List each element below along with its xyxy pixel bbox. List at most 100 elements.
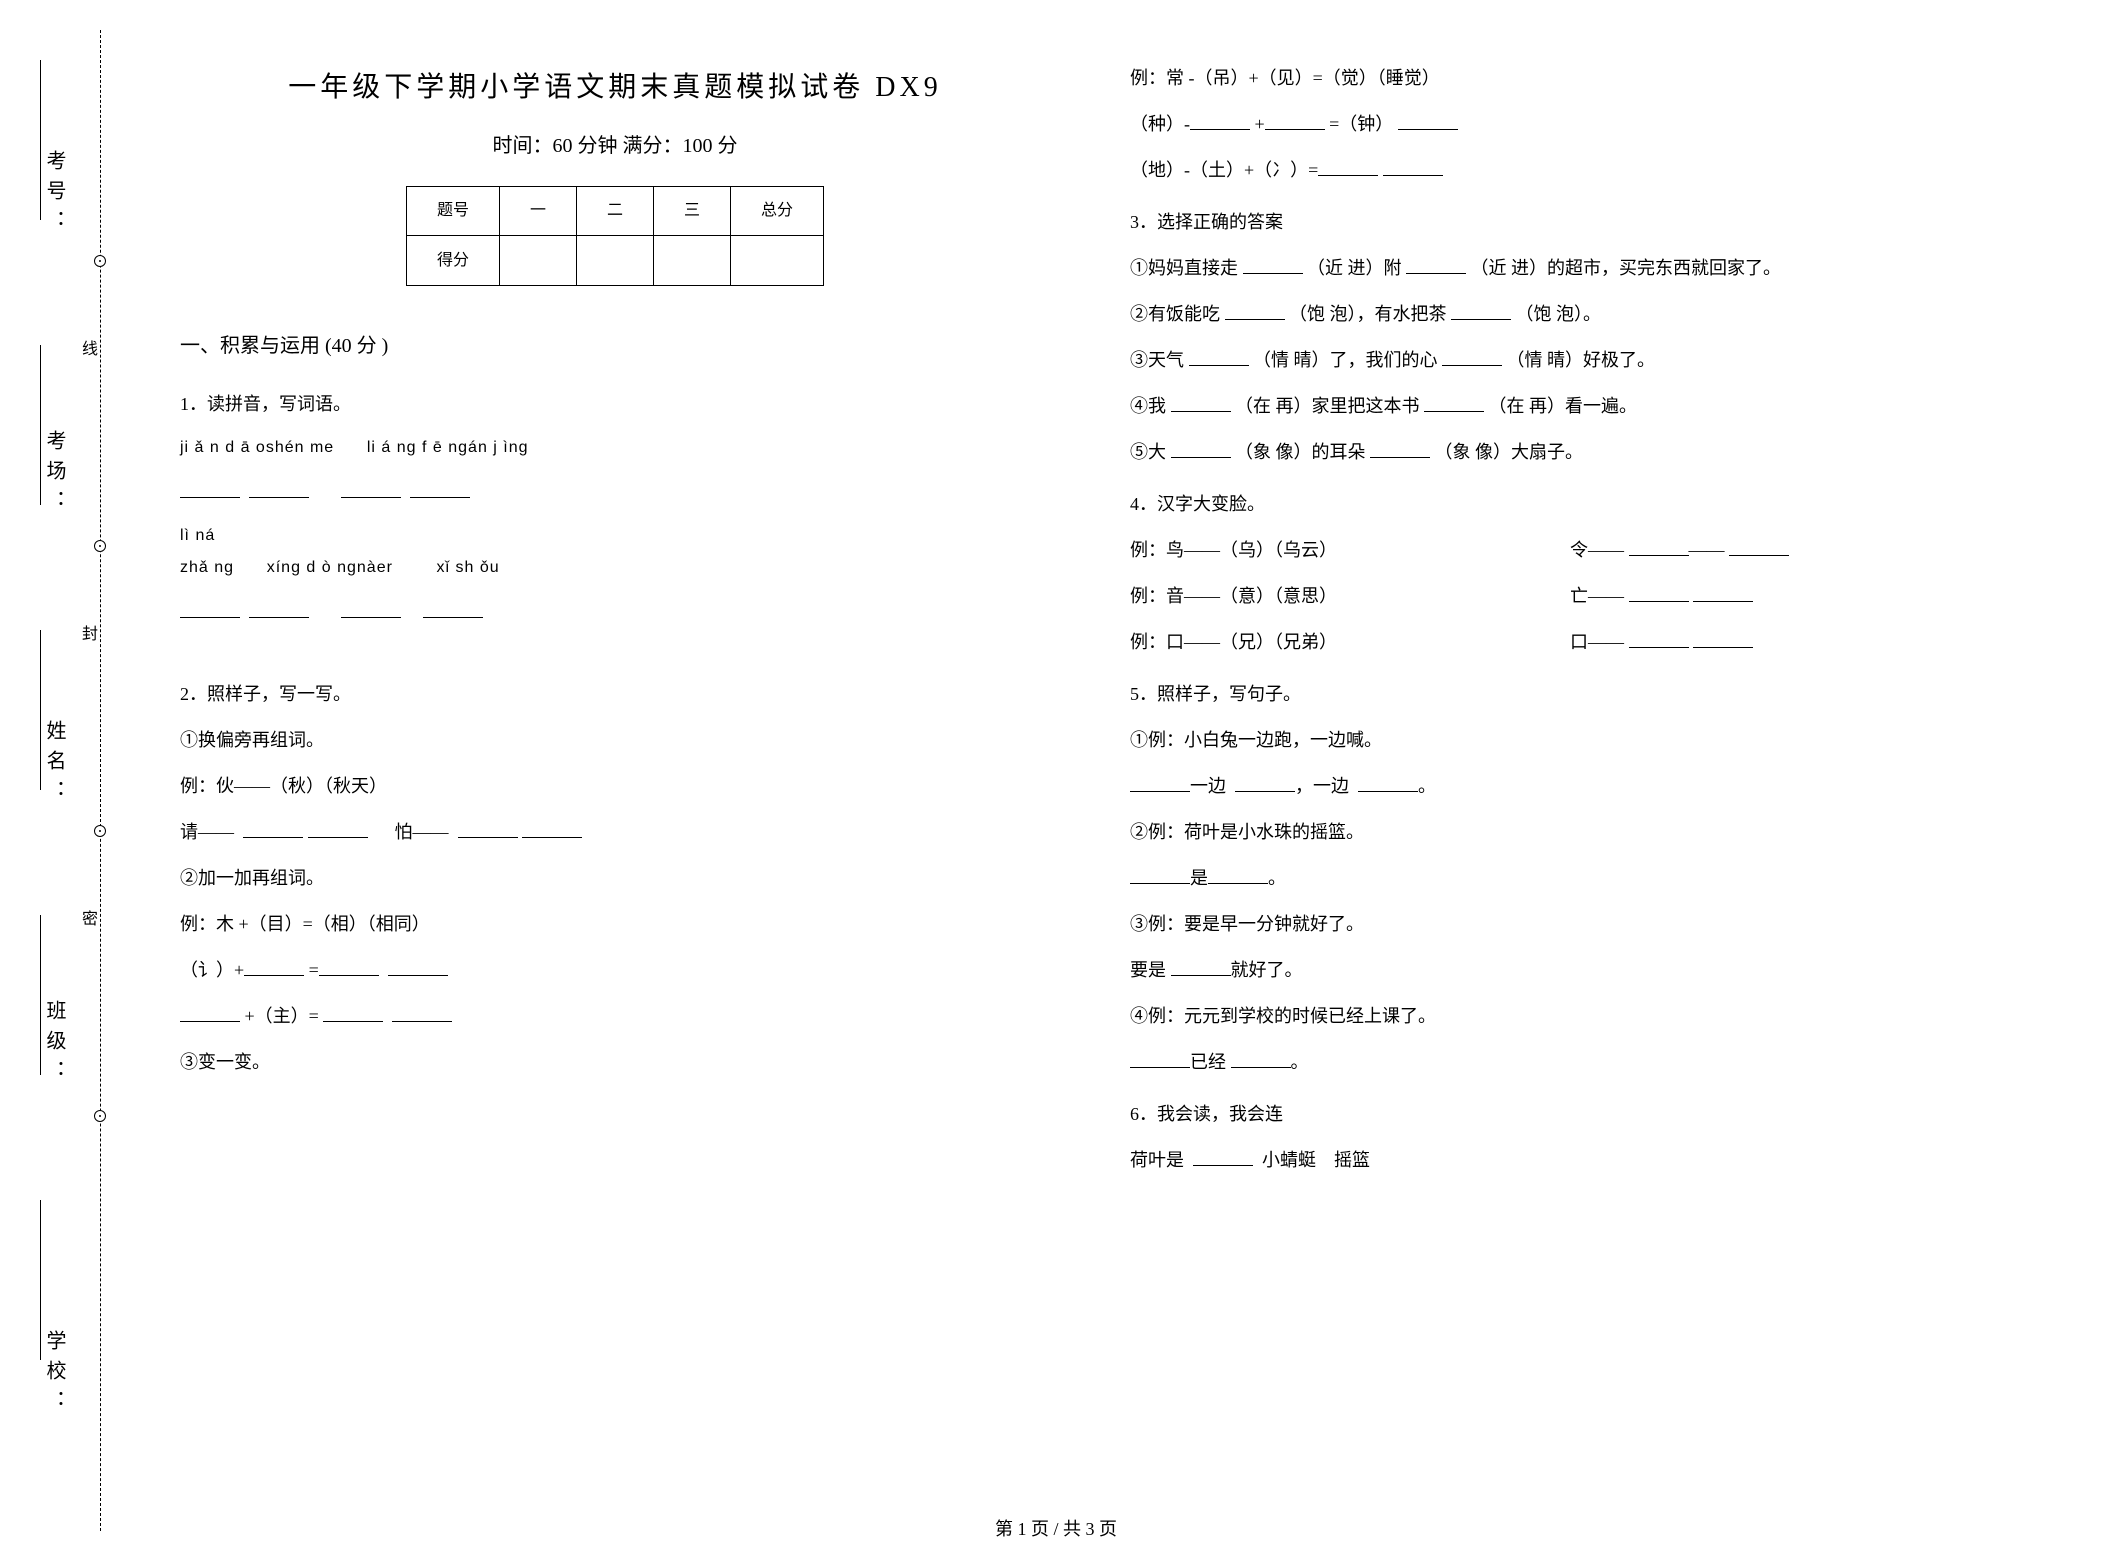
text: 例：口——（兄）（兄弟） [1130, 624, 1570, 660]
seal-line-char: 封 [75, 625, 99, 641]
q4-title: 4．汉字大变脸。 [1130, 486, 2000, 522]
q2-line: 例：伙——（秋）（秋天） [180, 768, 1050, 804]
q4-line: 例：音——（意）（意思） 亡—— [1130, 578, 2000, 614]
q5-line: 已经 。 [1130, 1044, 2000, 1080]
score-header: 二 [576, 187, 653, 236]
text: 令—— [1570, 540, 1624, 560]
text: 要是 [1130, 960, 1166, 980]
pinyin-text: lì ná [180, 527, 215, 544]
q2-line: 请—— 怕—— [180, 814, 1050, 850]
text: 摇篮 [1334, 1150, 1370, 1170]
score-cell [731, 236, 824, 286]
text: 例：鸟——（乌）（乌云） [1130, 532, 1570, 568]
q3-line: ②有饭能吃 （饱 泡），有水把茶 （饱 泡）。 [1130, 296, 2000, 332]
q2-title: 2．照样子，写一写。 [180, 676, 1050, 712]
q6-line: 荷叶是 小蜻蜓 摇篮 [1130, 1142, 2000, 1178]
q5-line: 是。 [1130, 860, 2000, 896]
seal-line-char: 线 [75, 340, 99, 356]
binding-circle [94, 255, 106, 267]
exam-subtitle: 时间：60 分钟 满分：100 分 [180, 126, 1050, 166]
q2-line: ①换偏旁再组词。 [180, 722, 1050, 758]
binding-circle [94, 825, 106, 837]
column-right: 例：常 -（吊）+（见）=（觉）（睡觉） （种）- + =（钟） （地）-（土）… [1130, 60, 2000, 1188]
score-cell [576, 236, 653, 286]
text: （种）- [1130, 114, 1190, 134]
text: 已经 [1190, 1052, 1226, 1072]
score-table: 题号 一 二 三 总分 得分 [406, 186, 824, 286]
q2-line: ②加一加再组词。 [180, 860, 1050, 896]
pinyin-text: xǐ sh ǒu [436, 559, 499, 576]
q5-line: ①例：小白兔一边跑，一边喊。 [1130, 722, 2000, 758]
text: 。 [1418, 776, 1436, 796]
score-header: 总分 [731, 187, 824, 236]
answer-blanks [180, 474, 1050, 510]
text: 就好了。 [1231, 960, 1303, 980]
text: （情 晴）了，我们的心 [1253, 350, 1438, 370]
exam-title: 一年级下学期小学语文期末真题模拟试卷 DX9 [180, 60, 1050, 116]
label-class: 班级： [40, 1000, 69, 1090]
text: （象 像）的耳朵 [1235, 442, 1366, 462]
q5-line: ②例：荷叶是小水珠的摇篮。 [1130, 814, 2000, 850]
q2-line: +（主）= [180, 998, 1050, 1034]
text: 口—— [1570, 632, 1624, 652]
text: + [1255, 114, 1265, 134]
q5-line: ③例：要是早一分钟就好了。 [1130, 906, 2000, 942]
score-cell [654, 236, 731, 286]
q4-line: 例：口——（兄）（兄弟） 口—— [1130, 624, 2000, 660]
q3-line: ③天气 （情 晴）了，我们的心 （情 晴）好极了。 [1130, 342, 2000, 378]
column-left: 一年级下学期小学语文期末真题模拟试卷 DX9 时间：60 分钟 满分：100 分… [180, 60, 1050, 1188]
label-school: 学校： [40, 1330, 69, 1420]
text: ②有饭能吃 [1130, 304, 1220, 324]
q2-text: 请—— [180, 822, 234, 842]
pinyin-text: xíng d ò ngnàer [267, 559, 393, 576]
q5-line: 一边 ，一边 。 [1130, 768, 2000, 804]
text: 荷叶是 [1130, 1150, 1184, 1170]
pinyin-row: lì ná zhǎ ng xíng d ò ngnàer xǐ sh ǒu [180, 520, 1050, 584]
q2-text: +（主）= [245, 1006, 319, 1026]
q2-line: （讠）+ = [180, 952, 1050, 988]
text: ，一边 [1295, 776, 1349, 796]
q6-title: 6．我会读，我会连 [1130, 1096, 2000, 1132]
label-exam-room: 考场： [40, 430, 69, 520]
score-row-label: 得分 [406, 236, 499, 286]
example-line: （地）-（土）+（冫）= [1130, 152, 2000, 188]
binding-circle [94, 1110, 106, 1122]
score-header: 一 [499, 187, 576, 236]
q2-text: （讠）+ [180, 960, 244, 980]
text: （地）-（土）+（冫）= [1130, 160, 1318, 180]
answer-blanks [180, 594, 1050, 630]
q3-line: ⑤大 （象 像）的耳朵 （象 像）大扇子。 [1130, 434, 2000, 470]
text: 。 [1291, 1052, 1309, 1072]
text: （饱 泡），有水把茶 [1289, 304, 1447, 324]
q2-line: 例：木 +（目）=（相）（相同） [180, 906, 1050, 942]
pinyin-row: ji ǎ n d ā oshén me li á ng f ē ngán j ì… [180, 432, 1050, 464]
q2-text: 怕—— [395, 822, 449, 842]
example-line: 例：常 -（吊）+（见）=（觉）（睡觉） [1130, 60, 2000, 96]
q3-title: 3．选择正确的答案 [1130, 204, 2000, 240]
binding-margin: 考号： 考场： 姓名： 班级： 学校： 线 封 密 [0, 0, 150, 1561]
text: 是 [1190, 868, 1208, 888]
table-row: 题号 一 二 三 总分 [406, 187, 823, 236]
q3-line: ①妈妈直接走 （近 进）附 （近 进）的超市，买完东西就回家了。 [1130, 250, 2000, 286]
score-header: 题号 [406, 187, 499, 236]
text: （情 晴）好极了。 [1507, 350, 1656, 370]
seal-line-char: 密 [75, 910, 99, 926]
example-line: （种）- + =（钟） [1130, 106, 2000, 142]
text: 亡—— [1570, 586, 1624, 606]
q2-line: ③变一变。 [180, 1044, 1050, 1080]
text: （近 进）的超市，买完东西就回家了。 [1471, 258, 1782, 278]
q4-line: 例：鸟——（乌）（乌云） 令—— —— [1130, 532, 2000, 568]
text: ⑤大 [1130, 442, 1166, 462]
text: 一边 [1190, 776, 1226, 796]
text: 例：音——（意）（意思） [1130, 578, 1570, 614]
text: ①妈妈直接走 [1130, 258, 1238, 278]
score-cell [499, 236, 576, 286]
pinyin-text: ji ǎ n d ā oshén me [180, 439, 334, 456]
q5-title: 5．照样子，写句子。 [1130, 676, 2000, 712]
q5-line: ④例：元元到学校的时候已经上课了。 [1130, 998, 2000, 1034]
text: （象 像）大扇子。 [1435, 442, 1584, 462]
page-content: 一年级下学期小学语文期末真题模拟试卷 DX9 时间：60 分钟 满分：100 分… [180, 60, 2052, 1188]
text: （在 再）家里把这本书 [1235, 396, 1420, 416]
label-name: 姓名： [40, 720, 69, 810]
label-exam-number: 考号： [40, 150, 69, 240]
